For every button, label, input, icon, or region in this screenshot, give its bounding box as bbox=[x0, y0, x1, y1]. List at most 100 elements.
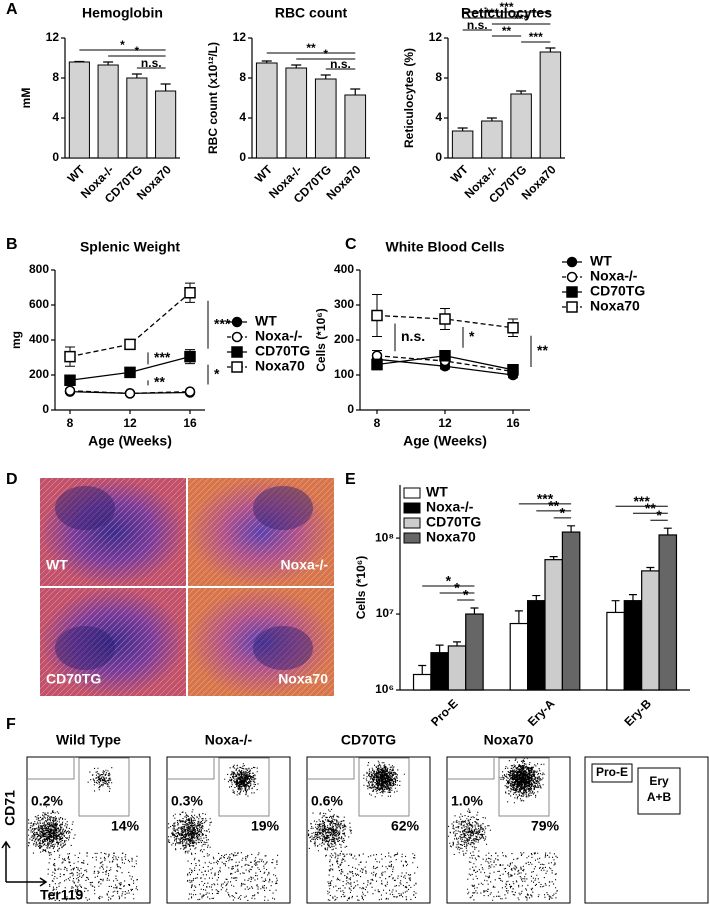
marker bbox=[566, 256, 578, 268]
significance-label: ** bbox=[645, 500, 656, 516]
bar bbox=[412, 673, 432, 691]
x-tick-label: 16 bbox=[506, 416, 520, 430]
x-tick-label: WT bbox=[65, 162, 89, 186]
y-axis-label: Cells (*10⁶) bbox=[354, 556, 368, 620]
chart-title: Splenic Weight bbox=[80, 239, 180, 255]
marker bbox=[371, 358, 383, 371]
significance-label: * bbox=[463, 587, 469, 603]
panel-label: E bbox=[345, 471, 356, 488]
gate bbox=[218, 757, 270, 817]
legend-label: Noxa-/- bbox=[590, 268, 638, 284]
legend-label: Noxa-/- bbox=[426, 499, 474, 515]
x-tick-label: 16 bbox=[183, 416, 197, 430]
error-bar bbox=[628, 594, 637, 601]
marker bbox=[64, 374, 76, 386]
gate-key-box bbox=[591, 763, 633, 783]
y-tick-label: 10⁸ bbox=[375, 530, 394, 544]
gate-key-label: Ery bbox=[649, 774, 669, 788]
significance-label: ** bbox=[502, 24, 512, 38]
legend-swatch bbox=[403, 532, 421, 544]
panel-label: F bbox=[6, 716, 16, 733]
bar bbox=[344, 94, 367, 159]
dot-cloud bbox=[448, 758, 558, 901]
y-tick-label: 0 bbox=[239, 150, 246, 164]
x-axis-label: Age (Weeks) bbox=[88, 433, 172, 449]
gate bbox=[447, 757, 495, 780]
y-tick-label: 0 bbox=[42, 402, 49, 416]
bar bbox=[623, 600, 643, 691]
gate bbox=[307, 757, 355, 780]
y-axis-label: Reticulocytes (%) bbox=[402, 48, 416, 148]
chart-title: Reticulocytes bbox=[461, 5, 552, 21]
legend-label: WT bbox=[426, 484, 448, 500]
error-bar bbox=[611, 600, 620, 613]
y-axis-label: RBC count (x10¹²/L) bbox=[206, 42, 220, 154]
bar bbox=[255, 62, 278, 159]
bar bbox=[285, 67, 308, 159]
y-tick-label: 8 bbox=[52, 70, 59, 84]
marker bbox=[184, 287, 196, 299]
significance-label: *** bbox=[514, 12, 528, 26]
significance-label: *** bbox=[537, 491, 554, 507]
y-tick-label: 0 bbox=[435, 150, 442, 164]
gate-percent: 0.6% bbox=[311, 793, 343, 809]
significance-label: * bbox=[323, 47, 328, 61]
bar bbox=[606, 611, 625, 691]
micrograph-texture bbox=[40, 588, 186, 696]
bar bbox=[68, 61, 90, 159]
significance-label: * bbox=[446, 573, 452, 589]
x-tick-label: 12 bbox=[123, 416, 137, 430]
x-axis-label: Age (Weeks) bbox=[403, 433, 487, 449]
flow-title: CD70TG bbox=[341, 732, 396, 748]
legend-swatch bbox=[403, 487, 421, 499]
legend-label: Noxa-/- bbox=[255, 328, 303, 344]
y-tick-label: 10⁶ bbox=[375, 682, 394, 696]
legend-label: CD70TG bbox=[590, 283, 645, 299]
marker bbox=[124, 366, 136, 379]
x-tick-label: Ery-B bbox=[621, 696, 654, 729]
significance-label: *** bbox=[499, 0, 513, 14]
significance-label: n.s. bbox=[141, 56, 162, 70]
significance-label: ** bbox=[306, 41, 316, 55]
flow-x-label: Ter119 bbox=[40, 887, 84, 903]
x-tick-label: WT bbox=[252, 162, 276, 186]
x-tick-label: WT bbox=[448, 162, 472, 186]
x-tick-label: 8 bbox=[374, 416, 381, 430]
x-tick-label: Pro-E bbox=[428, 696, 461, 729]
gate-key-label: Pro-E bbox=[596, 765, 628, 779]
significance-label: * bbox=[214, 365, 220, 381]
significance-label: ** bbox=[154, 374, 165, 390]
bar bbox=[465, 613, 484, 691]
bar bbox=[314, 78, 337, 159]
micrograph-texture bbox=[40, 478, 186, 586]
bar bbox=[658, 534, 678, 691]
micrograph-label: WT bbox=[46, 557, 68, 573]
follicle bbox=[253, 486, 313, 530]
error-bar bbox=[567, 525, 576, 533]
bar bbox=[447, 645, 467, 691]
gate bbox=[498, 757, 550, 817]
flow-title: Wild Type bbox=[56, 732, 121, 748]
marker bbox=[124, 388, 136, 399]
bar bbox=[430, 652, 449, 691]
error-bar bbox=[435, 644, 444, 653]
gate-percent: 14% bbox=[111, 818, 140, 834]
significance-label: n.s. bbox=[401, 328, 425, 344]
error-bar bbox=[418, 664, 427, 675]
gate-percent: 0.2% bbox=[31, 793, 63, 809]
significance-label: *** bbox=[529, 30, 543, 44]
bar bbox=[155, 90, 177, 159]
y-tick-label: 100 bbox=[334, 367, 354, 381]
significance-label: * bbox=[120, 38, 125, 52]
significance-label: ** bbox=[537, 342, 548, 358]
significance-label: * bbox=[656, 507, 662, 523]
bar bbox=[451, 130, 474, 159]
gate bbox=[78, 757, 130, 817]
micrograph-label: CD70TG bbox=[46, 671, 101, 687]
chart-title: White Blood Cells bbox=[386, 239, 505, 255]
error-bar bbox=[514, 610, 523, 624]
bar bbox=[509, 622, 529, 691]
error-bar bbox=[549, 556, 558, 560]
error-bar bbox=[320, 74, 331, 79]
chart-title: RBC count bbox=[275, 5, 348, 21]
